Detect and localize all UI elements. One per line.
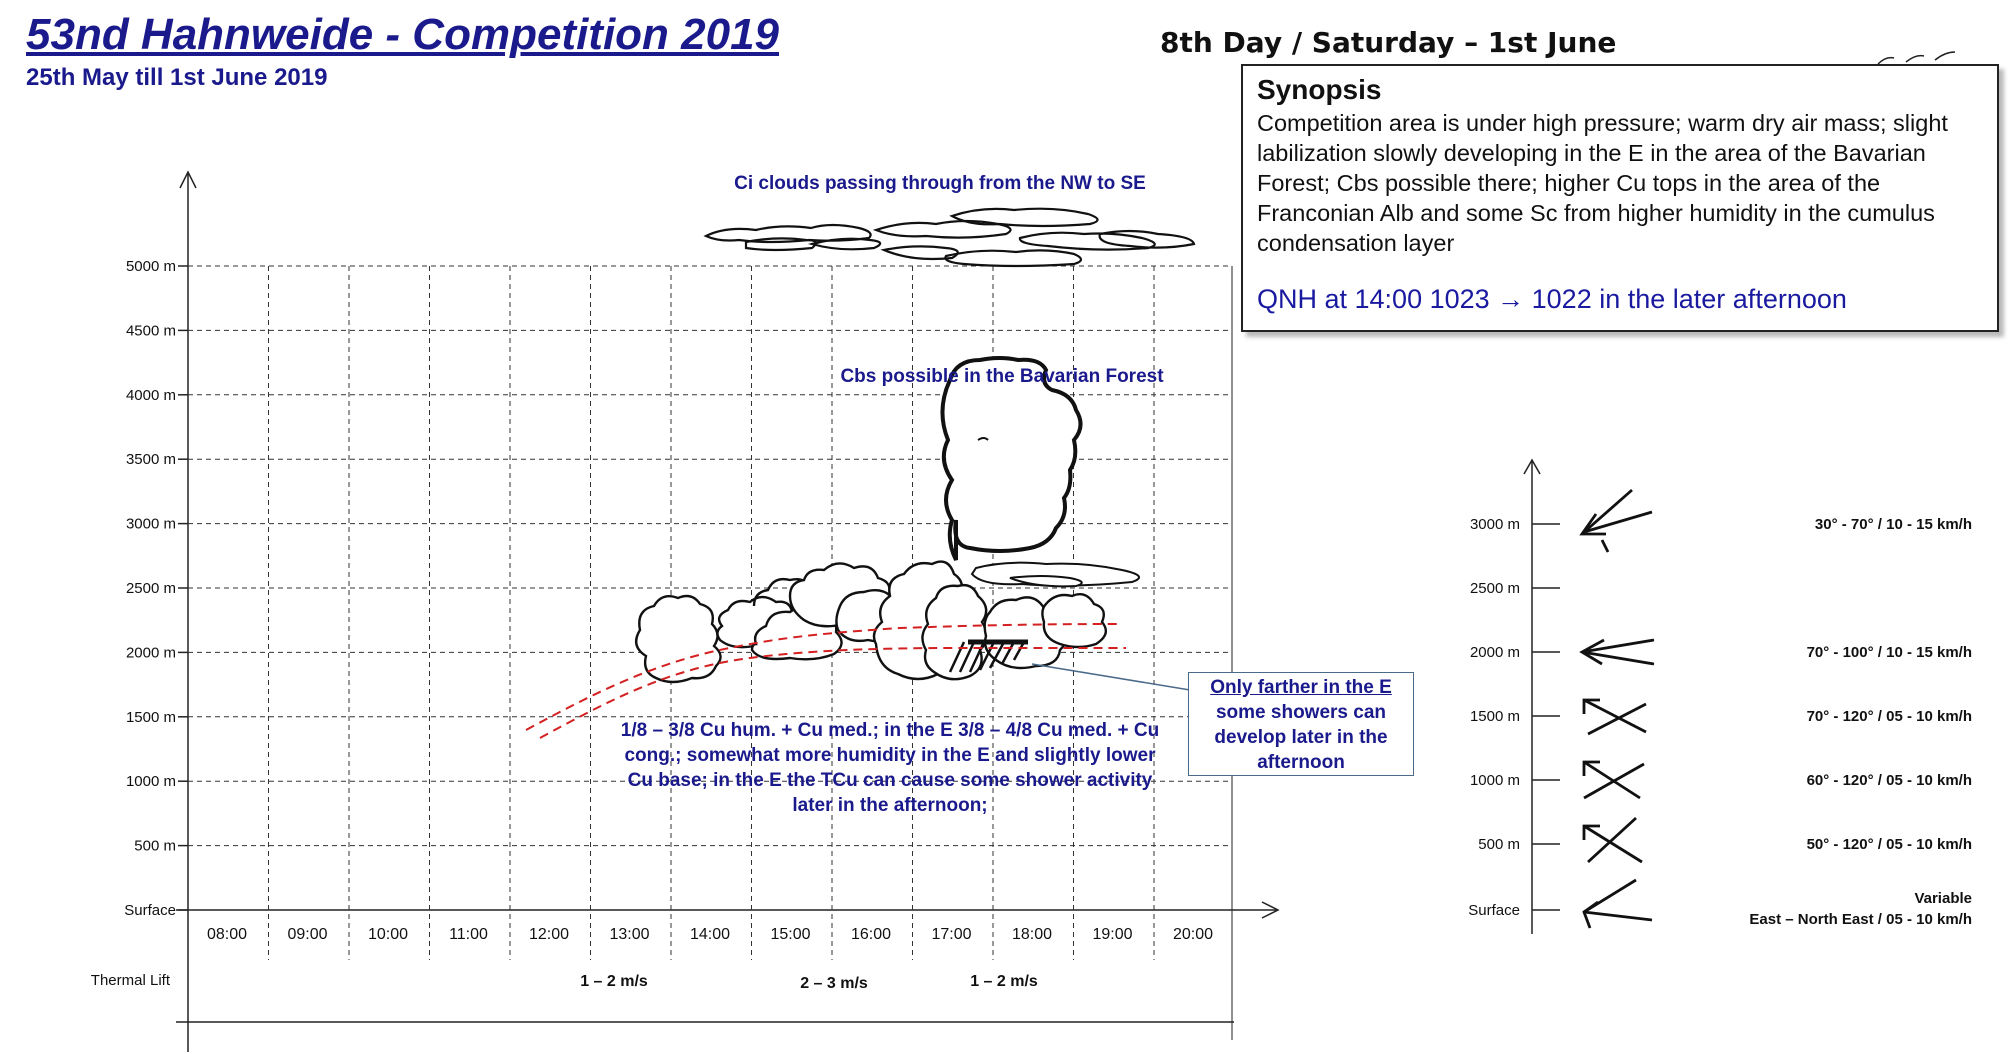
time-label: 18:00 xyxy=(1012,926,1052,943)
time-label: 13:00 xyxy=(609,926,649,943)
time-label: 08:00 xyxy=(207,926,247,943)
thermal-lift-value: 1 – 2 m/s xyxy=(970,973,1038,990)
time-labels: 08:00 09:00 10:00 11:00 12:00 13:00 14:00 15:00… xyxy=(207,926,1213,943)
wind-text: 70° - 100° / 10 - 15 km/h xyxy=(1807,644,1972,661)
time-label: 11:00 xyxy=(449,926,488,943)
wind-barb-icon xyxy=(1579,488,1653,553)
cumulus-forecast-text: 1/8 – 3/8 Cu hum. + Cu med.; in the E 3/… xyxy=(620,720,1160,816)
altitude-label: 4000 m xyxy=(126,387,176,404)
wind-text: 30° - 70° / 10 - 15 km/h xyxy=(1815,516,1972,533)
wind-profile: 3000 m 2500 m 2000 m 1500 m 1000 m 500 m Surfa… xyxy=(1468,458,1560,934)
time-label: 20:00 xyxy=(1173,926,1213,943)
cirrus-clouds-icon xyxy=(703,207,1196,268)
shower-note: Only farther in the E some showers can d… xyxy=(1188,672,1414,776)
wind-barb-icon xyxy=(1579,638,1655,666)
altitude-label: 3500 m xyxy=(126,451,176,468)
competition-title: 53nd Hahnweide - Competition 2019 xyxy=(26,10,780,59)
qnh-text: QNH at 14:00 1023 → 1022 in the later af… xyxy=(1257,284,1847,314)
cb-label: Cbs possible in the Bavarian Forest xyxy=(840,366,1164,387)
wind-text: East – North East / 05 - 10 km/h xyxy=(1749,911,1972,928)
wind-text: Variable xyxy=(1914,890,1972,907)
time-label: 15:00 xyxy=(770,926,810,943)
time-label: 19:00 xyxy=(1092,926,1132,943)
day-label: 8th Day / Saturday – 1st June xyxy=(1160,26,1617,59)
wind-barb-icon xyxy=(1582,816,1643,864)
wind-altitude-label: 3000 m xyxy=(1470,516,1520,533)
cirrus-label: Ci clouds passing through from the NW to… xyxy=(734,173,1146,194)
cloud-base-lines xyxy=(525,623,1126,739)
altitude-label: 3000 m xyxy=(126,516,176,533)
stratocumulus-clouds-icon xyxy=(970,561,1141,588)
shower-note-highlight: Only farther in the E xyxy=(1210,677,1392,698)
wind-text: 50° - 120° / 05 - 10 km/h xyxy=(1807,836,1972,853)
synopsis-heading: Synopsis xyxy=(1257,74,1382,105)
wind-text: 70° - 120° / 05 - 10 km/h xyxy=(1807,708,1972,725)
altitude-labels: 5000 m 4500 m 4000 m 3500 m 3000 m 2500 m 2000… xyxy=(124,258,176,919)
wind-altitude-label: 500 m xyxy=(1478,836,1520,853)
wind-text: 60° - 120° / 05 - 10 km/h xyxy=(1807,772,1972,789)
altitude-label: 5000 m xyxy=(126,258,176,275)
altitude-label: 500 m xyxy=(134,838,176,855)
y-axis xyxy=(179,170,197,1052)
shower-note-text: some showers can develop later in the af… xyxy=(1214,702,1388,773)
time-label: 17:00 xyxy=(931,926,971,943)
note-connector xyxy=(1031,663,1191,691)
wind-barb-icon xyxy=(1582,760,1645,800)
wind-barb-icon xyxy=(1582,698,1647,736)
time-label: 09:00 xyxy=(287,926,327,943)
synopsis-box: Synopsis Competition area is under high … xyxy=(1241,64,1999,332)
altitude-label: 2500 m xyxy=(126,580,176,597)
synopsis-text: Competition area is under high pressure;… xyxy=(1257,110,1948,256)
wind-altitude-label: 1000 m xyxy=(1470,772,1520,789)
altitude-label: 1000 m xyxy=(126,773,176,790)
wind-texts: 30° - 70° / 10 - 15 km/h 70° - 100° / 10… xyxy=(1749,516,1972,928)
x-axis xyxy=(176,901,1280,919)
wind-altitude-label: 2000 m xyxy=(1470,644,1520,661)
time-label: 10:00 xyxy=(368,926,408,943)
thermal-lift-value: 2 – 3 m/s xyxy=(800,975,868,992)
wind-altitude-label: 2500 m xyxy=(1470,580,1520,597)
competition-dates: 25th May till 1st June 2019 xyxy=(26,64,328,91)
time-label: 16:00 xyxy=(851,926,891,943)
thermal-lift-label: Thermal Lift xyxy=(91,972,171,989)
altitude-label: 4500 m xyxy=(126,322,176,339)
cumulus-clouds-icon xyxy=(634,560,1108,684)
wind-altitude-label: 1500 m xyxy=(1470,708,1520,725)
altitude-label: Surface xyxy=(124,902,176,919)
altitude-label: 1500 m xyxy=(126,709,176,726)
wind-altitude-label: Surface xyxy=(1468,902,1520,919)
wind-barb-icon xyxy=(1582,878,1653,929)
time-label: 12:00 xyxy=(529,926,569,943)
time-label: 14:00 xyxy=(690,926,730,943)
birds-icon xyxy=(1877,51,1956,65)
cumulonimbus-cloud-icon xyxy=(940,356,1083,561)
thermal-lift-value: 1 – 2 m/s xyxy=(580,973,648,990)
altitude-label: 2000 m xyxy=(126,644,176,661)
